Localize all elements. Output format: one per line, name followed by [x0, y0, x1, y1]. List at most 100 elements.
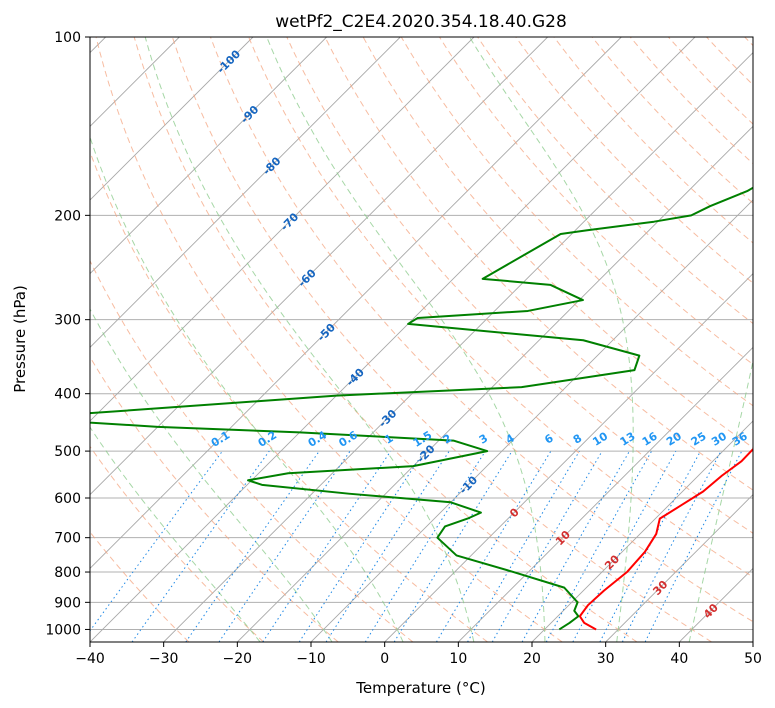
isotherm-label: -80	[260, 154, 283, 177]
isotherm-line	[384, 273, 753, 642]
moist-adiabat	[144, 37, 475, 642]
mixing-ratio-label: 4	[503, 431, 517, 446]
dry-adiabat	[90, 445, 264, 642]
isotherm-label: 40	[701, 601, 721, 621]
isotherm-label: -30	[376, 407, 399, 430]
x-tick-label: 30	[597, 651, 615, 667]
mixing-ratio-label: 10	[590, 429, 610, 448]
chart-title: wetPf2_C2E4.2020.354.18.40.G28	[275, 12, 567, 32]
dry-adiabat	[400, 37, 753, 407]
dry-adiabat	[668, 37, 753, 125]
isotherm-line	[752, 641, 753, 642]
x-tick-label: 40	[670, 651, 688, 667]
x-tick-label: −40	[75, 651, 105, 667]
y-tick-label: 500	[54, 444, 81, 460]
isotherm-line	[90, 37, 401, 348]
isotherm-label: -60	[296, 266, 319, 289]
mixing-ratio-label: 1	[382, 432, 395, 447]
isotherm-label: -50	[315, 321, 338, 344]
y-tick-label: 800	[54, 565, 81, 581]
mixing-ratio-line	[467, 450, 580, 642]
isotherm-line	[458, 346, 753, 642]
mixing-ratio-label: 0.6	[337, 428, 361, 450]
dry-adiabat	[362, 37, 753, 449]
moist-adiabat	[90, 426, 261, 642]
dry-adiabat	[439, 37, 753, 365]
mixing-ratio-label: 25	[689, 430, 709, 449]
x-tick-label: −10	[296, 651, 326, 667]
mixing-ratio-line	[325, 450, 450, 642]
temperature-profile	[578, 447, 753, 631]
mixing-ratio-label: 3	[477, 432, 490, 447]
y-tick-label: 200	[54, 208, 81, 224]
dry-adiabat	[515, 37, 753, 284]
moist-adiabat	[90, 135, 404, 642]
y-tick-label: 600	[54, 491, 81, 507]
isotherm-label: -100	[215, 47, 244, 76]
plot-frame	[89, 36, 754, 643]
x-tick-label: −20	[223, 651, 253, 667]
y-tick-label: 1000	[45, 622, 81, 638]
mixing-ratio-line	[90, 450, 223, 632]
mixing-ratio-label: 6	[542, 431, 556, 446]
mixing-ratio-line	[131, 450, 270, 642]
moist-adiabat	[469, 37, 634, 642]
isotherm-line	[90, 37, 696, 642]
dry-adiabat	[706, 37, 753, 86]
line-labels: 0.1 0.2 0.4 0.6 1 1.5 2 3 4 6 8 10 13 16 20 25 30 36-100-…	[209, 47, 750, 621]
isotherm-label: -40	[344, 366, 367, 389]
x-tick-label: 50	[744, 651, 762, 667]
dry-adiabat	[744, 37, 753, 47]
y-tick-label: 400	[54, 387, 81, 403]
dry-adiabat	[95, 37, 563, 642]
isotherm-line	[90, 37, 622, 569]
plot-area	[90, 37, 753, 642]
mixing-ratio-line	[572, 450, 677, 642]
isotherm-line	[679, 567, 753, 642]
y-axis-label: Pressure (hPa)	[11, 285, 29, 393]
isotherm-label: -10	[457, 473, 480, 496]
mixing-ratio-label: 30	[709, 429, 729, 448]
mixing-ratio-line	[298, 450, 425, 642]
dry-adiabat	[210, 37, 753, 623]
isotherm-line	[163, 52, 753, 642]
y-tick-label: 300	[54, 313, 81, 329]
mixing-ratio-line	[521, 450, 630, 642]
x-tick-label: 0	[380, 651, 389, 667]
mixing-ratio-line	[644, 450, 743, 642]
x-axis: −40 −30 −20 −10 0 10 20 30 40 50	[75, 642, 762, 667]
dry-adiabat	[90, 356, 339, 642]
dry-adiabat	[629, 37, 753, 165]
mixing-ratio-line	[545, 450, 653, 642]
isotherm-line	[310, 199, 753, 642]
isotherm-line	[90, 37, 327, 275]
mixing-ratio-label: 13	[618, 430, 638, 449]
y-axis: 100 200 300 400 500 600 700 800 900 1000	[45, 30, 90, 638]
dry-adiabat	[171, 37, 712, 642]
moist-adiabat	[688, 358, 753, 642]
y-tick-label: 700	[54, 531, 81, 547]
x-tick-label: 10	[449, 651, 467, 667]
isotherm-label: -70	[278, 210, 301, 233]
dewpoint-profile	[90, 186, 753, 631]
mixing-ratio-line	[599, 450, 701, 642]
mixing-ratio-label: 0.4	[306, 428, 330, 450]
dry-adiabat	[477, 37, 753, 325]
mixing-ratio-line	[218, 450, 351, 642]
mixing-ratio-line	[393, 450, 513, 642]
mixing-ratio-line	[262, 450, 392, 642]
dry-adiabat	[133, 37, 638, 642]
mixing-ratio-label: 16	[640, 429, 660, 448]
y-tick-label: 900	[54, 595, 81, 611]
moist-adiabat	[90, 308, 333, 642]
isotherm-line	[531, 420, 753, 642]
dry-adiabat	[324, 37, 753, 491]
isotherm-line	[90, 37, 548, 496]
y-tick-label: 100	[54, 30, 81, 46]
x-tick-label: 20	[523, 651, 541, 667]
dry-adiabat	[90, 259, 414, 642]
isotherm-line	[237, 125, 753, 642]
x-tick-label: −30	[149, 651, 179, 667]
moist-adiabat	[266, 37, 546, 642]
